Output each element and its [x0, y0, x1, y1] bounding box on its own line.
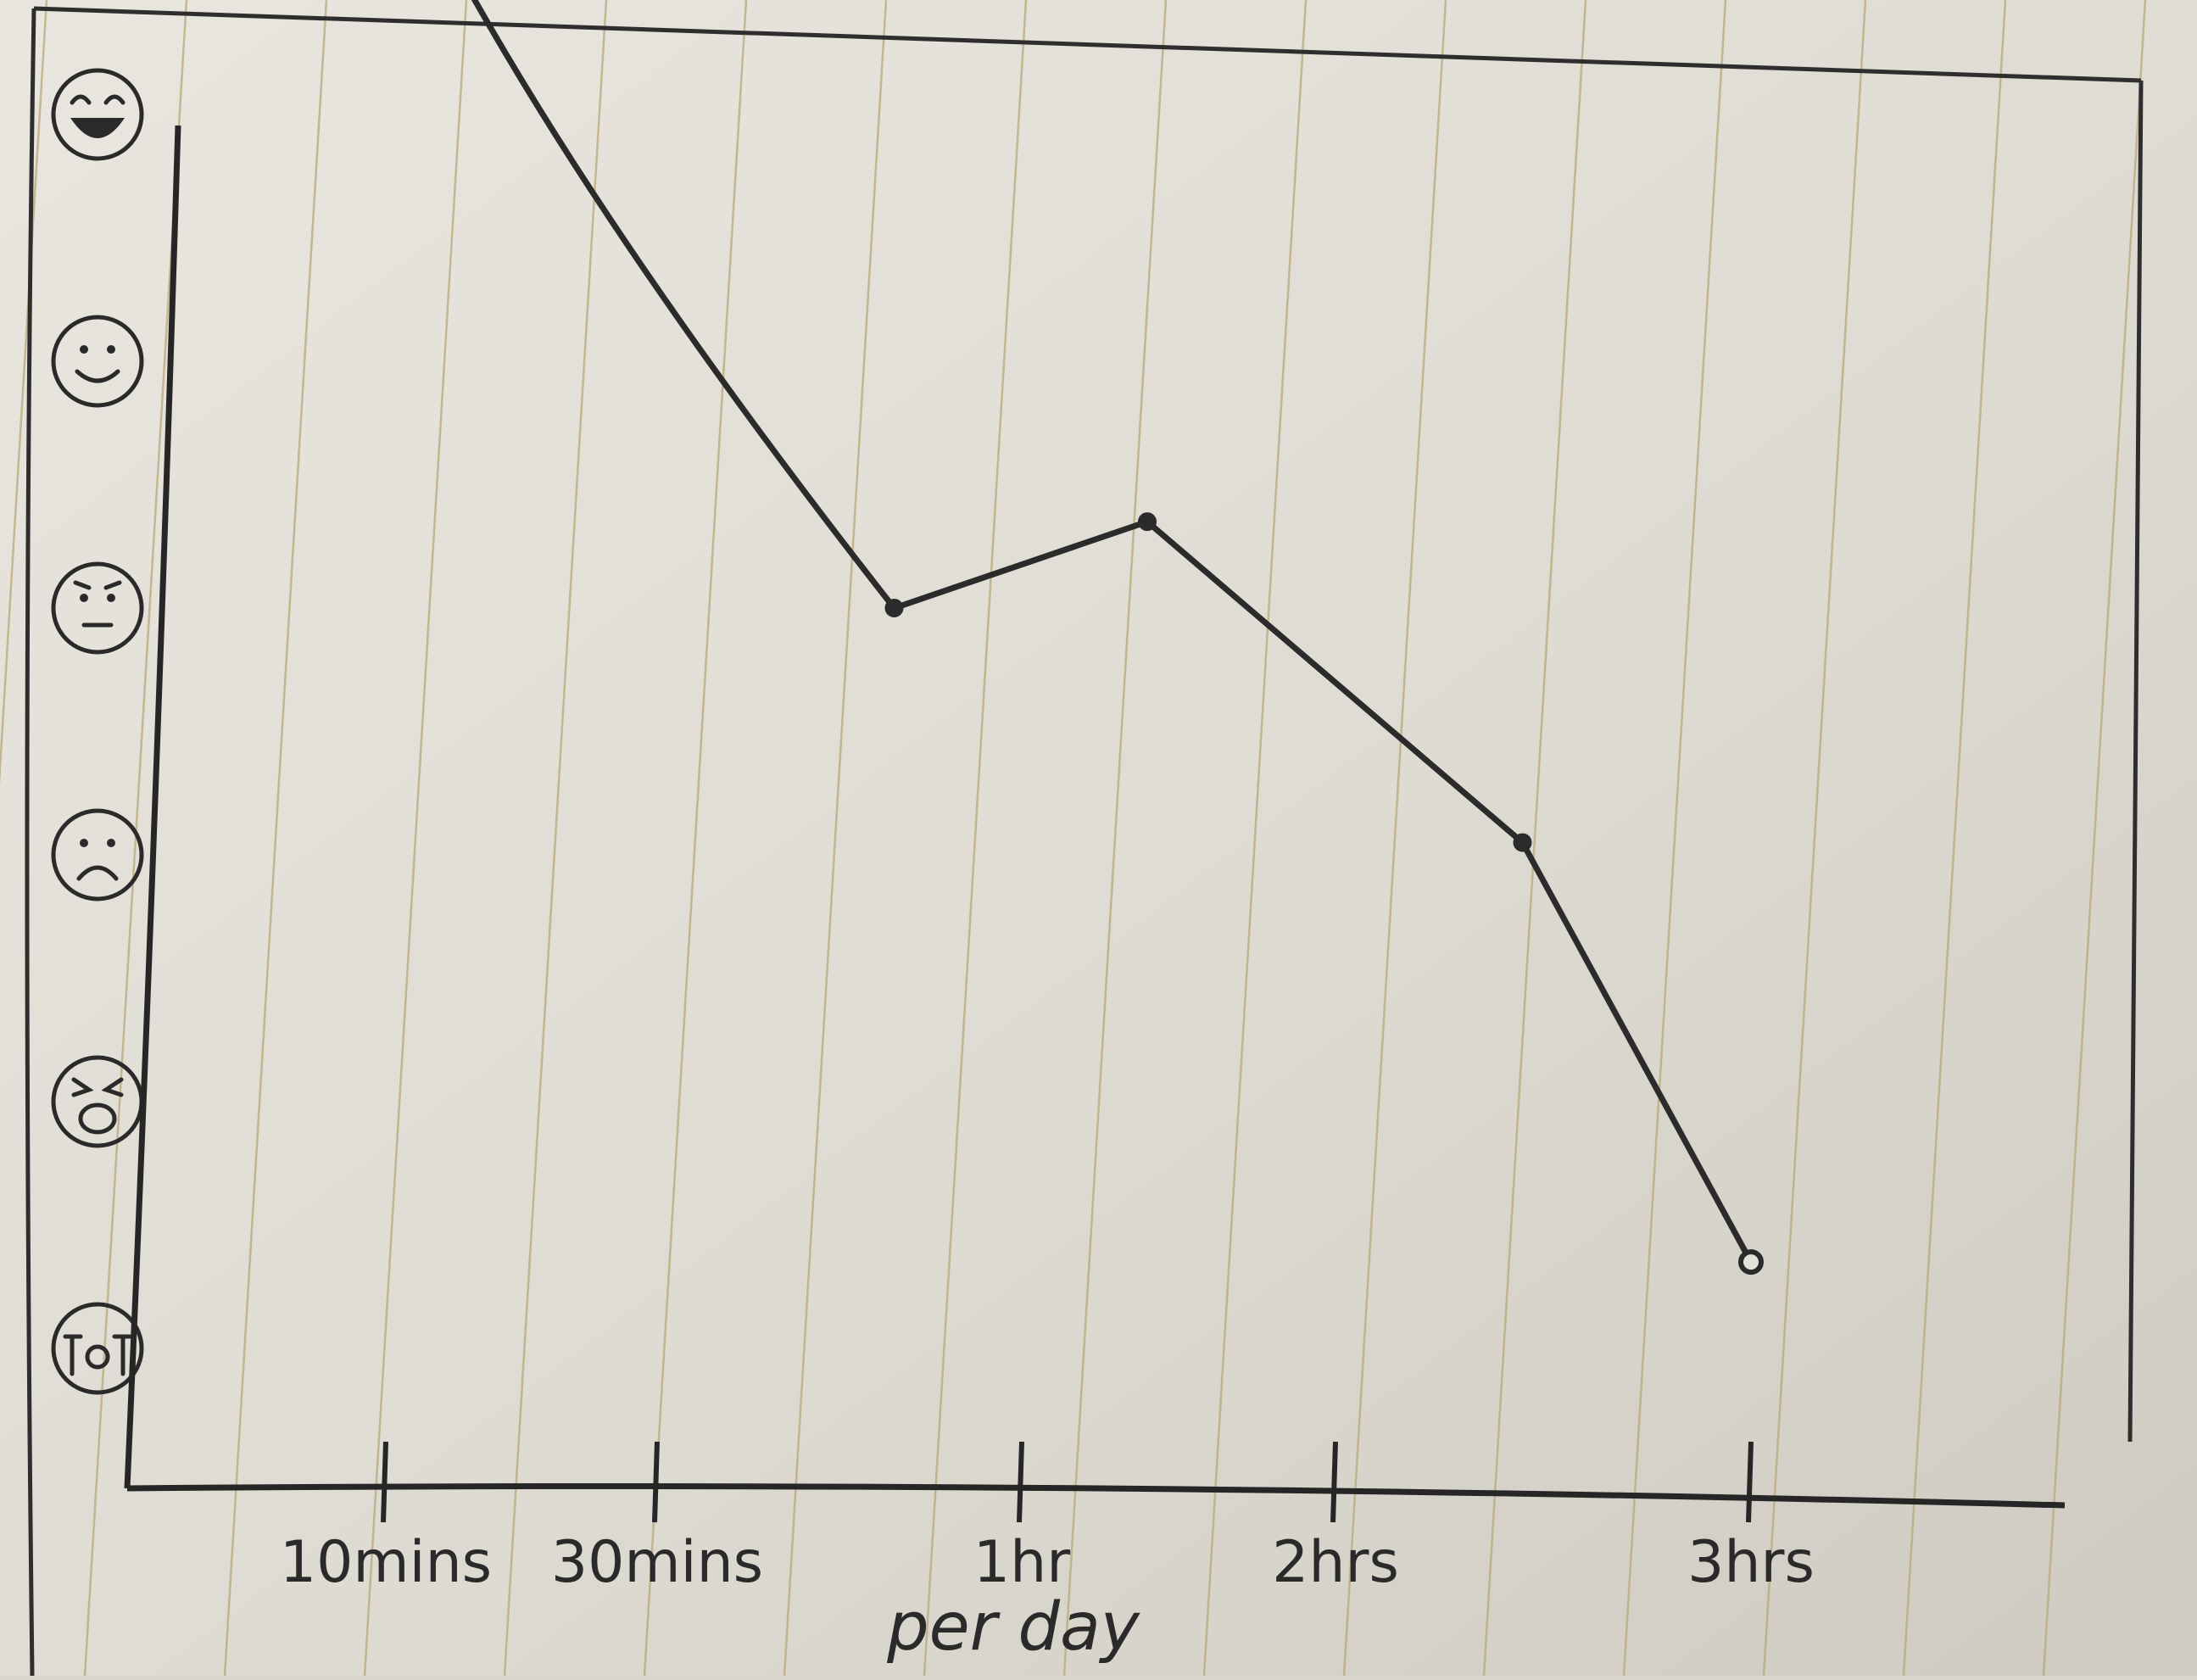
notebook-rule-line: [1202, 0, 1308, 1677]
y-axis-face-icons: [51, 68, 144, 1395]
x-tick-mark: [1746, 1441, 1754, 1523]
notebook-rule-line: [223, 0, 328, 1677]
axes: [124, 125, 2066, 1509]
x-axis-label: per day: [886, 1589, 1141, 1666]
data-point: [884, 599, 904, 617]
x-tick-mark: [652, 1441, 660, 1523]
x-tick-label: 1hr: [973, 1529, 1070, 1596]
notebook-rule-line: [923, 0, 1028, 1677]
x-tick-label: 3hrs: [1687, 1529, 1815, 1596]
notebook-rule-line: [1342, 0, 1447, 1677]
x-tick-mark: [1330, 1441, 1338, 1523]
tears-of-joy-face-icon: [51, 68, 144, 161]
notebook-rule-line: [363, 0, 468, 1677]
neutral-face-icon: [51, 561, 144, 655]
data-point: [1513, 833, 1532, 852]
notebook-rule-line: [643, 0, 748, 1677]
x-tick-label: 2hrs: [1272, 1529, 1399, 1596]
x-tick-mark: [1017, 1441, 1024, 1523]
x-axis-line: [126, 1483, 2066, 1509]
sad-face-icon: [51, 808, 144, 901]
series-line: [471, 0, 1764, 1275]
x-tick-label: 30mins: [551, 1529, 763, 1596]
x-tick-marks: [381, 1441, 1754, 1523]
notebook-rule-line: [783, 0, 888, 1677]
notebook-rule-line: [1762, 0, 1867, 1677]
notebook-rule-line: [1902, 0, 2007, 1677]
y-axis-line: [124, 125, 181, 1489]
notebook-rule-line: [503, 0, 608, 1677]
notebook-rule-line: [1482, 0, 1587, 1677]
devastated-face-icon: [51, 1302, 144, 1395]
x-tick-label: 10mins: [280, 1529, 492, 1596]
notebook-rule-line: [2042, 0, 2147, 1677]
notebook-rule-line: [83, 0, 188, 1677]
notebook-rule-line: [1622, 0, 1727, 1677]
notebook-rules: [0, 0, 2147, 1677]
smiling-face-icon: [51, 315, 144, 408]
data-point: [1738, 1249, 1764, 1275]
x-tick-labels: 10mins 30mins 1hr 2hrs 3hrs: [280, 1529, 1815, 1596]
x-tick-mark: [381, 1441, 388, 1523]
data-point: [1138, 512, 1157, 532]
page-border: [25, 6, 2144, 1677]
notebook-rule-line: [1062, 0, 1168, 1677]
